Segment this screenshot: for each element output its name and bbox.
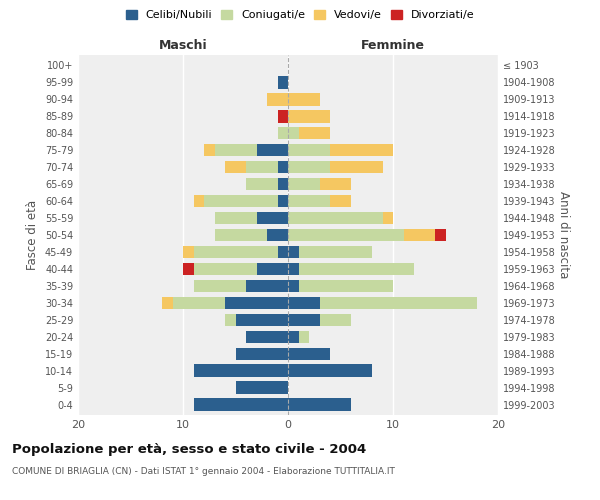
Bar (193, 246, 277, 258)
Bar (267, 228, 288, 241)
Bar (288, 212, 383, 224)
Bar (225, 314, 235, 326)
Bar (193, 262, 257, 276)
Bar (288, 178, 320, 190)
Bar (288, 262, 299, 276)
Bar (299, 246, 372, 258)
Bar (193, 280, 246, 292)
Bar (288, 110, 330, 122)
Bar (235, 314, 288, 326)
Bar (288, 398, 351, 411)
Bar (225, 160, 246, 173)
Bar (204, 144, 215, 156)
Bar (225, 296, 288, 310)
Bar (193, 398, 288, 411)
Legend: Celibi/Nubili, Coniugati/e, Vedovi/e, Divorziati/e: Celibi/Nubili, Coniugati/e, Vedovi/e, Di… (121, 6, 479, 25)
Text: Maschi: Maschi (158, 40, 208, 52)
Bar (246, 178, 277, 190)
Bar (277, 126, 288, 140)
Bar (183, 262, 193, 276)
Bar (246, 160, 277, 173)
Bar (277, 178, 288, 190)
Bar (299, 126, 330, 140)
Bar (288, 364, 372, 377)
Bar (277, 160, 288, 173)
Y-axis label: Fasce di età: Fasce di età (26, 200, 39, 270)
Bar (204, 194, 277, 207)
Bar (162, 296, 173, 310)
Bar (257, 262, 288, 276)
Bar (215, 228, 267, 241)
Bar (288, 280, 299, 292)
Bar (277, 246, 288, 258)
Bar (235, 382, 288, 394)
Bar (330, 160, 383, 173)
Bar (173, 296, 225, 310)
Bar (193, 364, 288, 377)
Y-axis label: Anni di nascita: Anni di nascita (557, 192, 569, 278)
Bar (320, 296, 477, 310)
Bar (257, 144, 288, 156)
Bar (330, 144, 393, 156)
Bar (288, 144, 330, 156)
Bar (330, 194, 351, 207)
Bar (288, 93, 320, 106)
Bar (183, 246, 193, 258)
Bar (288, 228, 404, 241)
Bar (435, 228, 445, 241)
Text: COMUNE DI BRIAGLIA (CN) - Dati ISTAT 1° gennaio 2004 - Elaborazione TUTTITALIA.I: COMUNE DI BRIAGLIA (CN) - Dati ISTAT 1° … (12, 468, 395, 476)
Bar (267, 93, 288, 106)
Bar (288, 330, 299, 344)
Bar (299, 330, 309, 344)
Text: Femmine: Femmine (361, 40, 425, 52)
Bar (288, 296, 320, 310)
Bar (288, 314, 320, 326)
Bar (235, 348, 288, 360)
Bar (299, 280, 393, 292)
Bar (288, 194, 330, 207)
Bar (277, 194, 288, 207)
Bar (215, 144, 257, 156)
Bar (320, 314, 351, 326)
Bar (288, 126, 299, 140)
Bar (404, 228, 435, 241)
Bar (288, 246, 299, 258)
Bar (246, 280, 288, 292)
Bar (277, 76, 288, 88)
Bar (215, 212, 257, 224)
Bar (246, 330, 288, 344)
Bar (193, 194, 204, 207)
Bar (288, 160, 330, 173)
Bar (320, 178, 351, 190)
Bar (383, 212, 393, 224)
Bar (257, 212, 288, 224)
Text: Popolazione per età, sesso e stato civile - 2004: Popolazione per età, sesso e stato civil… (12, 442, 366, 456)
Bar (288, 348, 330, 360)
Bar (299, 262, 414, 276)
Bar (277, 110, 288, 122)
